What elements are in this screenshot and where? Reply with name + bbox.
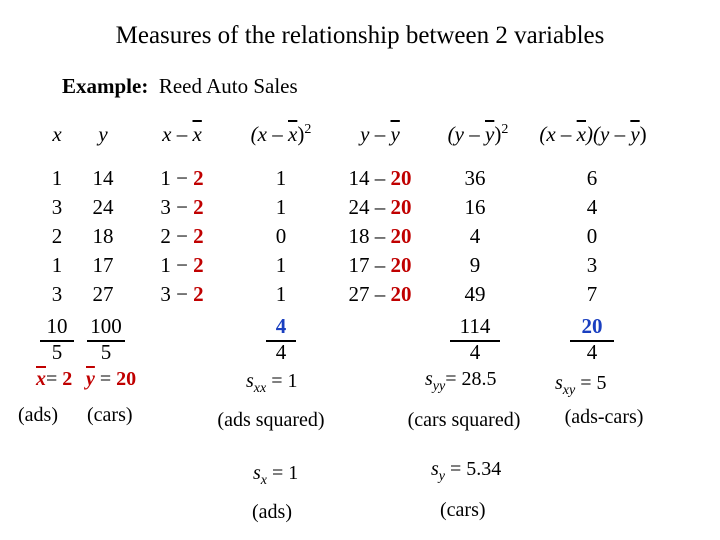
header-dx-squared: (x – x)2 [250, 122, 312, 146]
cell-dx-dy: 0 [586, 224, 598, 248]
cell-x-minus-xbar: 1 − 2 [160, 166, 204, 190]
stat-sx: sx = 1 [253, 462, 299, 488]
cell-y-minus-ybar: 24 – 20 [348, 195, 412, 219]
cell-x-minus-xbar: 2 − 2 [160, 224, 204, 248]
cell-y: 24 [92, 195, 114, 219]
fraction-bar [266, 340, 296, 342]
cell-dx-dy: 4 [586, 195, 598, 219]
cell-y-minus-ybar: 14 – 20 [348, 166, 412, 190]
cell-y-minus-ybar: 27 – 20 [348, 282, 412, 306]
cell-dy-squared: 9 [469, 253, 481, 277]
cell-x: 1 [51, 253, 63, 277]
sum-x: 10 [46, 314, 68, 338]
column-dx-dy: 6 4 0 3 7 [587, 164, 598, 309]
cell-dy-squared: 4 [469, 224, 481, 248]
mean-y: y = 20 [86, 368, 137, 390]
cell-dy-squared: 36 [464, 166, 486, 190]
header-y-minus-ybar: y – y [360, 122, 400, 146]
divisor-dy-squared: 4 [469, 340, 481, 364]
divisor-dx-dy: 4 [586, 340, 598, 364]
header-x-minus-xbar: x – x [162, 122, 202, 146]
cell-y: 14 [92, 166, 114, 190]
cell-dx-dy: 7 [586, 282, 598, 306]
sum-y: 100 [90, 314, 122, 338]
label-cars-squared: (cars squared) [407, 409, 521, 431]
cell-x: 3 [51, 195, 63, 219]
sum-dx-squared: 4 [275, 314, 287, 338]
fraction-bar [87, 340, 125, 342]
cell-x-minus-xbar: 1 − 2 [160, 253, 204, 277]
cell-x: 3 [51, 282, 63, 306]
column-y: 14 24 18 17 27 [93, 164, 114, 309]
column-dy-squared: 36 16 4 9 49 [465, 164, 486, 309]
divisor-x: 5 [51, 340, 63, 364]
example-label: Example: [62, 74, 149, 98]
fraction-bar [40, 340, 74, 342]
cell-dx-dy: 3 [586, 253, 598, 277]
column-x-minus-xbar: 1 − 2 3 − 2 2 − 2 1 − 2 3 − 2 [160, 164, 203, 309]
cell-dx-squared: 1 [275, 166, 287, 190]
column-x: 1 3 2 1 3 [52, 164, 63, 309]
header-dy-squared: (y – y)2 [447, 122, 509, 146]
mean-x: x= 2 [36, 368, 73, 390]
cell-y-minus-ybar: 17 – 20 [348, 253, 412, 277]
cell-dx-squared: 1 [275, 282, 287, 306]
cell-x: 1 [51, 166, 63, 190]
example-name: Reed Auto Sales [158, 74, 298, 98]
stat-syy: syy= 28.5 [425, 368, 497, 394]
label-ads-squared: (ads squared) [217, 409, 325, 431]
stat-sy: sy = 5.34 [431, 458, 502, 484]
header-x: x [52, 122, 62, 146]
divisor-dx-squared: 4 [275, 340, 287, 364]
cell-dx-dy: 6 [586, 166, 598, 190]
fraction-bar [570, 340, 614, 342]
cell-x-minus-xbar: 3 − 2 [160, 195, 204, 219]
cell-dx-squared: 1 [275, 253, 287, 277]
sum-dx-dy: 20 [581, 314, 603, 338]
label-ads: (ads) [18, 404, 58, 426]
column-dx-squared: 1 1 0 1 1 [276, 164, 287, 309]
cell-x-minus-xbar: 3 − 2 [160, 282, 204, 306]
header-dx-dy: (x – x)(y – y) [539, 122, 647, 146]
cell-y: 17 [92, 253, 114, 277]
label-cars: (cars) [87, 404, 133, 426]
cell-dy-squared: 16 [464, 195, 486, 219]
column-y-minus-ybar: 14 – 20 24 – 20 18 – 20 17 – 20 27 – 20 [349, 164, 412, 309]
fraction-bar [450, 340, 500, 342]
cell-x: 2 [51, 224, 63, 248]
cell-y-minus-ybar: 18 – 20 [348, 224, 412, 248]
stat-sxx: sxx = 1 [246, 370, 298, 396]
label-ads-cars: (ads-cars) [564, 406, 644, 428]
divisor-y: 5 [100, 340, 112, 364]
cell-y: 18 [92, 224, 114, 248]
stat-sxy: sxy = 5 [555, 372, 607, 398]
page-title: Measures of the relationship between 2 v… [115, 22, 605, 49]
label-ads-sx: (ads) [252, 501, 292, 523]
label-cars-sy: (cars) [440, 499, 486, 521]
example-heading: Example: Reed Auto Sales [62, 74, 298, 99]
header-y: y [98, 122, 108, 146]
sum-dy-squared: 114 [459, 314, 491, 338]
cell-dx-squared: 1 [275, 195, 287, 219]
cell-y: 27 [92, 282, 114, 306]
cell-dy-squared: 49 [464, 282, 486, 306]
cell-dx-squared: 0 [275, 224, 287, 248]
